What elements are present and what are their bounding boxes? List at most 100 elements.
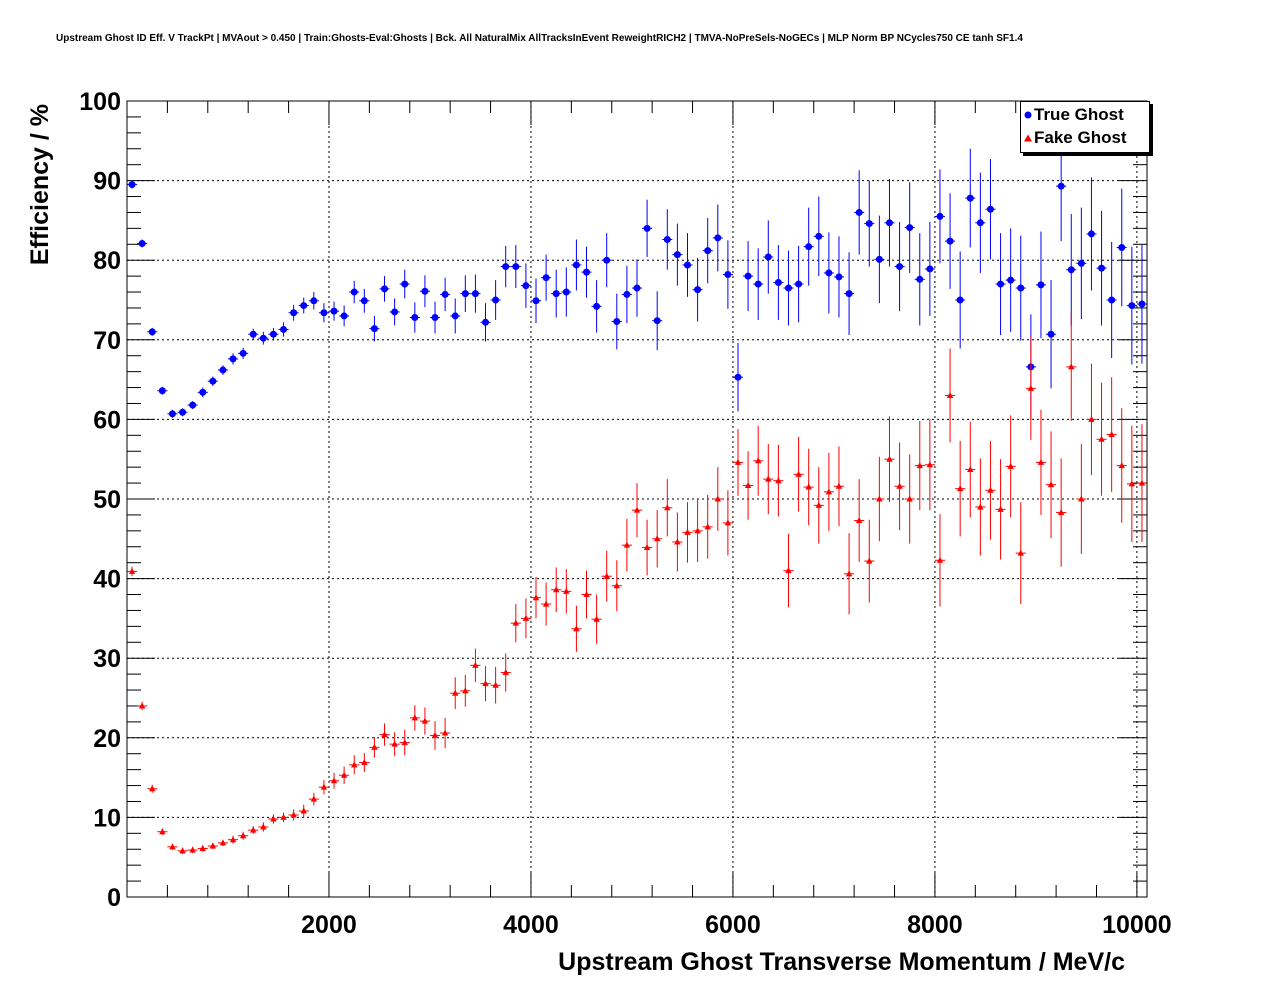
data-point-circle	[845, 290, 853, 298]
data-point-circle	[179, 408, 187, 416]
data-point-triangle	[1078, 495, 1085, 502]
data-point-circle	[633, 284, 641, 292]
data-point-triangle	[553, 586, 560, 593]
data-point-circle	[643, 224, 651, 232]
x-axis-label: Upstream Ghost Transverse Momentum / MeV…	[558, 948, 1125, 976]
data-point-triangle	[542, 600, 550, 607]
data-point-triangle	[815, 501, 822, 508]
data-point-circle	[835, 273, 843, 281]
data-point-triangle	[855, 516, 863, 523]
data-point-circle	[269, 330, 277, 338]
data-point-triangle	[684, 528, 691, 535]
data-point-triangle	[209, 842, 217, 849]
data-point-circle	[916, 275, 924, 283]
data-point-triangle	[1098, 435, 1105, 442]
data-point-circle	[461, 290, 469, 298]
y-tick-label: 30	[93, 645, 121, 673]
data-point-circle	[431, 314, 439, 322]
data-point-triangle	[340, 771, 348, 778]
data-point-triangle	[563, 587, 570, 594]
data-point-circle	[249, 330, 257, 338]
data-point-circle	[623, 290, 631, 298]
data-point-triangle	[381, 731, 388, 738]
data-point-circle	[441, 290, 449, 298]
data-point-triangle	[1007, 462, 1014, 469]
y-tick-label: 80	[93, 247, 121, 275]
data-point-triangle	[229, 836, 237, 843]
data-point-triangle	[835, 482, 843, 489]
data-point-circle	[724, 271, 732, 279]
data-point-circle	[401, 280, 409, 288]
series-fake-ghost	[127, 312, 1147, 855]
data-point-circle	[542, 274, 550, 282]
data-point-circle	[774, 278, 782, 286]
data-point-triangle	[199, 844, 206, 851]
data-point-circle	[572, 261, 580, 269]
data-point-triangle	[391, 740, 398, 747]
data-point-triangle	[573, 625, 580, 632]
data-point-circle	[158, 387, 166, 395]
data-point-circle	[976, 219, 984, 227]
data-point-triangle	[926, 461, 934, 468]
data-point-triangle	[805, 483, 812, 490]
data-point-circle	[997, 280, 1005, 288]
data-point-circle	[956, 296, 964, 304]
data-point-triangle	[623, 541, 631, 548]
data-point-circle	[168, 410, 176, 418]
data-point-triangle	[896, 482, 903, 489]
data-point-circle	[683, 261, 691, 269]
data-point-triangle	[138, 702, 146, 709]
data-point-circle	[280, 325, 288, 333]
data-point-circle	[360, 297, 368, 305]
data-point-triangle	[532, 594, 540, 601]
data-point-circle	[320, 309, 328, 317]
data-point-triangle	[633, 506, 641, 513]
data-point-triangle	[270, 815, 277, 822]
data-point-circle	[391, 308, 399, 316]
data-point-triangle	[593, 615, 600, 622]
data-point-triangle	[956, 485, 964, 492]
data-point-triangle	[1088, 415, 1095, 422]
data-point-triangle	[371, 743, 378, 750]
data-point-triangle	[411, 714, 419, 721]
data-point-circle	[471, 290, 479, 298]
data-point-circle	[764, 253, 772, 261]
data-point-circle	[926, 265, 934, 273]
data-point-circle	[522, 282, 530, 290]
data-series	[127, 131, 1147, 855]
data-point-circle	[562, 288, 570, 296]
data-point-circle	[754, 280, 762, 288]
data-point-triangle	[159, 828, 166, 835]
data-point-triangle	[724, 519, 732, 526]
data-point-circle	[784, 284, 792, 292]
data-point-circle	[603, 256, 611, 264]
data-point-triangle	[967, 466, 974, 473]
data-point-circle	[936, 212, 944, 220]
data-point-circle	[290, 309, 298, 317]
data-point-circle	[1077, 259, 1085, 267]
data-point-circle	[855, 208, 863, 216]
y-tick-label: 0	[107, 884, 121, 912]
tick-labels: 0 10 20 30 40 50 60 70 80 90 100 2000 4000 6000 8000 10…	[79, 88, 1171, 939]
y-tick-label: 90	[93, 168, 121, 196]
data-point-triangle	[330, 777, 338, 784]
data-point-triangle	[290, 811, 297, 818]
data-point-triangle	[280, 813, 287, 820]
y-tick-label: 50	[93, 486, 121, 514]
triangle-marker-icon	[1022, 133, 1034, 143]
data-point-triangle	[845, 570, 853, 577]
circle-marker-icon	[1022, 110, 1034, 120]
data-point-triangle	[1138, 479, 1146, 486]
data-point-circle	[734, 373, 742, 381]
data-point-triangle	[502, 669, 509, 676]
data-point-circle	[1128, 302, 1136, 310]
data-point-circle	[673, 251, 681, 259]
data-point-triangle	[664, 504, 671, 511]
data-point-circle	[1118, 243, 1126, 251]
data-point-circle	[663, 236, 671, 244]
data-point-circle	[330, 307, 338, 315]
data-point-triangle	[916, 462, 923, 469]
data-point-circle	[199, 388, 207, 396]
data-point-circle	[1098, 264, 1106, 272]
data-point-circle	[148, 328, 156, 336]
